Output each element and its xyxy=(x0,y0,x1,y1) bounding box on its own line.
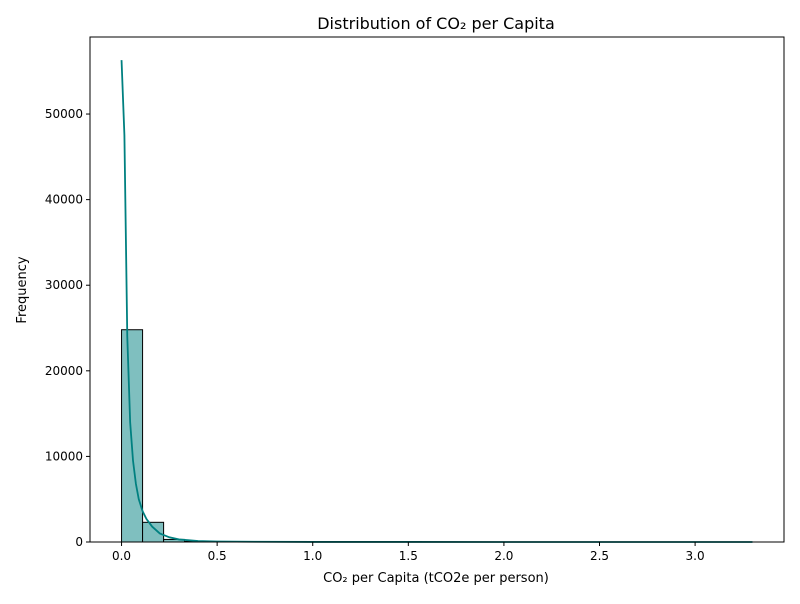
y-tick-label: 0 xyxy=(75,535,83,549)
x-tick-label: 0.0 xyxy=(112,549,131,563)
x-tick-label: 2.5 xyxy=(590,549,609,563)
y-tick-label: 30000 xyxy=(45,278,83,292)
x-tick-label: 0.5 xyxy=(208,549,227,563)
y-axis-label: Frequency xyxy=(15,256,30,323)
x-tick-label: 3.0 xyxy=(686,549,705,563)
x-tick-label: 1.5 xyxy=(399,549,418,563)
y-tick-label: 50000 xyxy=(45,107,83,121)
x-tick-label: 2.0 xyxy=(494,549,513,563)
y-tick-label: 20000 xyxy=(45,364,83,378)
y-tick-label: 40000 xyxy=(45,193,83,207)
histogram-bar xyxy=(143,522,164,542)
y-tick-label: 10000 xyxy=(45,449,83,463)
x-tick-label: 1.0 xyxy=(303,549,322,563)
chart-title: Distribution of CO₂ per Capita xyxy=(317,14,555,33)
x-axis-label: CO₂ per Capita (tCO2e per person) xyxy=(323,571,549,586)
